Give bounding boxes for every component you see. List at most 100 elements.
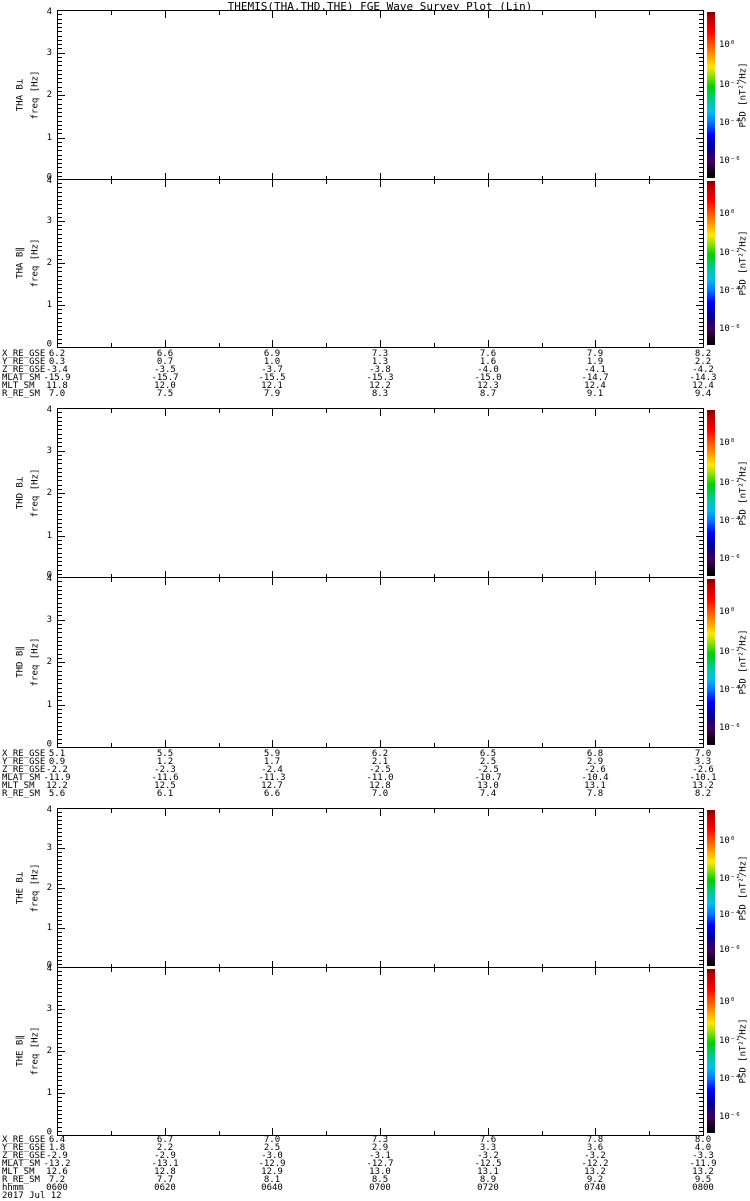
- ephemeris-value: 13.2: [692, 1167, 714, 1177]
- x-major-tick: [595, 1128, 596, 1135]
- ephemeris-value: 4.0: [694, 1143, 712, 1153]
- colorbar-tick-label: 10⁻⁴: [719, 286, 741, 296]
- x-major-tick: [165, 809, 166, 816]
- y-minor-tick: [699, 820, 703, 821]
- ephemeris-value: -4.1: [584, 365, 606, 375]
- y-minor-tick: [699, 146, 703, 147]
- y-minor-tick: [58, 267, 62, 268]
- y-minor-tick: [58, 1118, 62, 1119]
- y-minor-tick: [699, 133, 703, 134]
- y-minor-tick: [699, 1076, 703, 1077]
- y-minor-tick: [58, 1038, 62, 1039]
- y-minor-tick: [58, 446, 62, 447]
- y-minor-tick: [699, 900, 703, 901]
- y-minor-tick: [58, 1127, 62, 1128]
- colorbar-tick-label: 10⁰: [719, 607, 736, 617]
- y-minor-tick: [699, 425, 703, 426]
- y-minor-tick: [58, 1089, 62, 1090]
- psd-colorbar: [707, 12, 715, 178]
- y-minor-tick: [58, 468, 62, 469]
- y-minor-tick: [699, 280, 703, 281]
- y-minor-tick: [699, 480, 703, 481]
- x-major-tick: [488, 11, 489, 18]
- y-minor-tick: [58, 99, 62, 100]
- y-minor-tick: [58, 912, 62, 913]
- y-minor-tick: [58, 1059, 62, 1060]
- y-minor-tick: [58, 988, 62, 989]
- colorbar-title: PSD [nT²/Hz]: [738, 629, 749, 695]
- y-minor-tick: [58, 654, 62, 655]
- y-minor-tick: [58, 868, 62, 869]
- y-minor-tick: [699, 112, 703, 113]
- y-minor-tick: [58, 844, 62, 845]
- panel-name-label: THD B∥: [15, 646, 26, 678]
- y-minor-tick: [699, 271, 703, 272]
- y-minor-tick: [58, 36, 62, 37]
- ephemeris-value: 12.2: [369, 381, 391, 391]
- x-major-tick: [272, 968, 273, 975]
- x-major-tick: [488, 180, 489, 187]
- y-minor-tick: [699, 844, 703, 845]
- x-major-tick: [595, 11, 596, 18]
- y-major-tick: [58, 620, 65, 621]
- colorbar-tick-label: 10⁰: [719, 209, 736, 219]
- x-minor-tick: [326, 809, 327, 813]
- ephemeris-value: -2.3: [154, 765, 176, 775]
- y-minor-tick: [58, 438, 62, 439]
- x-major-tick: [380, 968, 381, 975]
- y-minor-tick: [58, 598, 62, 599]
- y-tick-label: 0: [46, 1127, 52, 1138]
- y-major-tick: [696, 53, 703, 54]
- y-minor-tick: [58, 1064, 62, 1065]
- y-minor-tick: [58, 984, 62, 985]
- panel-name-label: THE B⊥: [15, 871, 26, 905]
- ephemeris-value: -3.7: [261, 365, 283, 375]
- freq-axis-label: freq [Hz]: [30, 637, 41, 687]
- y-minor-tick: [699, 27, 703, 28]
- y-minor-tick: [58, 514, 62, 515]
- y-minor-tick: [699, 671, 703, 672]
- y-minor-tick: [699, 70, 703, 71]
- y-minor-tick: [699, 920, 703, 921]
- ephemeris-value: -11.0: [366, 773, 394, 783]
- y-minor-tick: [699, 713, 703, 714]
- y-minor-tick: [699, 824, 703, 825]
- ephemeris-value: 7.0: [48, 389, 66, 399]
- x-major-tick: [57, 409, 58, 416]
- y-minor-tick: [58, 57, 62, 58]
- ephemeris-value: -15.0: [474, 373, 502, 383]
- x-minor-tick: [111, 743, 112, 747]
- y-minor-tick: [699, 880, 703, 881]
- y-minor-tick: [58, 142, 62, 143]
- ephemeris-value: 7.6: [479, 1135, 497, 1145]
- y-minor-tick: [58, 27, 62, 28]
- x-major-tick: [703, 740, 704, 747]
- y-minor-tick: [58, 540, 62, 541]
- y-minor-tick: [699, 476, 703, 477]
- y-minor-tick: [58, 519, 62, 520]
- y-minor-tick: [58, 717, 62, 718]
- plot-title: THEMIS(THA,THD,THE) FGE Wave Survey Plot…: [227, 0, 533, 13]
- y-minor-tick: [58, 908, 62, 909]
- y-minor-tick: [58, 213, 62, 214]
- y-minor-tick: [699, 259, 703, 260]
- y-minor-tick: [699, 1038, 703, 1039]
- y-minor-tick: [699, 692, 703, 693]
- y-minor-tick: [699, 940, 703, 941]
- y-minor-tick: [699, 700, 703, 701]
- y-minor-tick: [58, 980, 62, 981]
- y-minor-tick: [58, 964, 62, 965]
- ephemeris-value: 9.5: [694, 1175, 712, 1185]
- y-minor-tick: [699, 242, 703, 243]
- y-minor-tick: [699, 1101, 703, 1102]
- y-minor-tick: [699, 1131, 703, 1132]
- y-minor-tick: [58, 40, 62, 41]
- panel-name-label: THA B⊥: [15, 78, 26, 112]
- y-minor-tick: [699, 603, 703, 604]
- y-minor-tick: [699, 292, 703, 293]
- ephemeris-value: 12.1: [261, 381, 283, 391]
- ephemeris-row-label: Z_RE_GSE: [2, 1151, 46, 1161]
- y-minor-tick: [58, 880, 62, 881]
- x-major-tick: [488, 1128, 489, 1135]
- y-minor-tick: [58, 992, 62, 993]
